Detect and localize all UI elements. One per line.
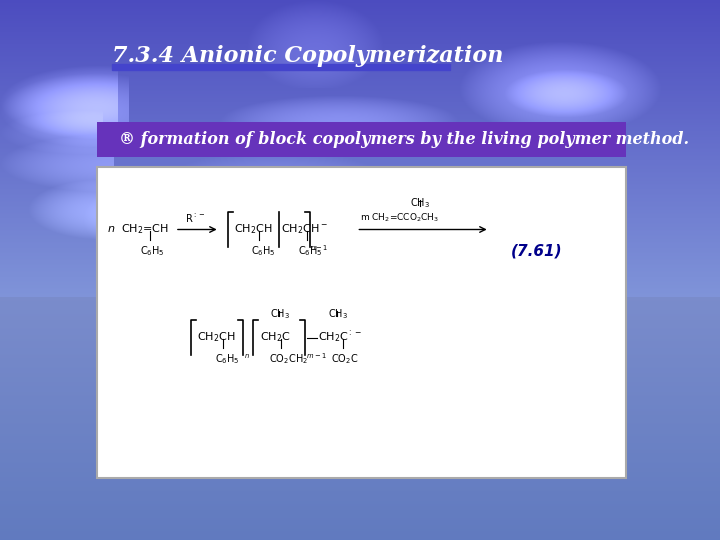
Text: CH$_2$CH: CH$_2$CH	[234, 222, 273, 237]
Bar	[97, 122, 626, 157]
Text: $_n$: $_n$	[244, 352, 250, 361]
Text: CH$_2$C: CH$_2$C	[260, 330, 291, 345]
Text: CH$_3$: CH$_3$	[328, 307, 348, 321]
Text: CH$_3$: CH$_3$	[270, 307, 290, 321]
Text: R$^{:-}$: R$^{:-}$	[185, 213, 205, 225]
Text: ® formation of block copolymers by the living polymer method.: ® formation of block copolymers by the l…	[119, 131, 689, 148]
Bar	[112, 64, 450, 70]
Text: C$_6$H$_5$: C$_6$H$_5$	[140, 244, 165, 258]
Text: CO$_2$CH$_2$: CO$_2$CH$_2$	[269, 352, 308, 366]
Text: C$_6$H$_5$: C$_6$H$_5$	[251, 244, 275, 258]
Text: CH$_2$CH: CH$_2$CH	[197, 330, 236, 345]
Text: $_{m-1}$: $_{m-1}$	[306, 352, 327, 361]
Text: C$_6$H$_5$: C$_6$H$_5$	[215, 352, 239, 366]
Text: (7.61): (7.61)	[511, 244, 563, 259]
Text: $_{n-1}$: $_{n-1}$	[310, 244, 329, 253]
Text: $n$: $n$	[107, 225, 115, 234]
Text: CH$_2$C$^{:-}$: CH$_2$C$^{:-}$	[318, 329, 362, 346]
Text: CH$_2$CH$^-$: CH$_2$CH$^-$	[281, 222, 328, 237]
Text: m CH$_2$=CCO$_2$CH$_3$: m CH$_2$=CCO$_2$CH$_3$	[360, 211, 439, 224]
Text: 7.3.4 Anionic Copolymerization: 7.3.4 Anionic Copolymerization	[112, 45, 503, 66]
Text: CH$_3$: CH$_3$	[410, 197, 431, 211]
Bar	[97, 167, 626, 478]
Text: C$_6$H$_5$: C$_6$H$_5$	[298, 244, 323, 258]
Text: CH$_2$=CH: CH$_2$=CH	[121, 222, 169, 237]
Text: CO$_2$C: CO$_2$C	[331, 352, 359, 366]
